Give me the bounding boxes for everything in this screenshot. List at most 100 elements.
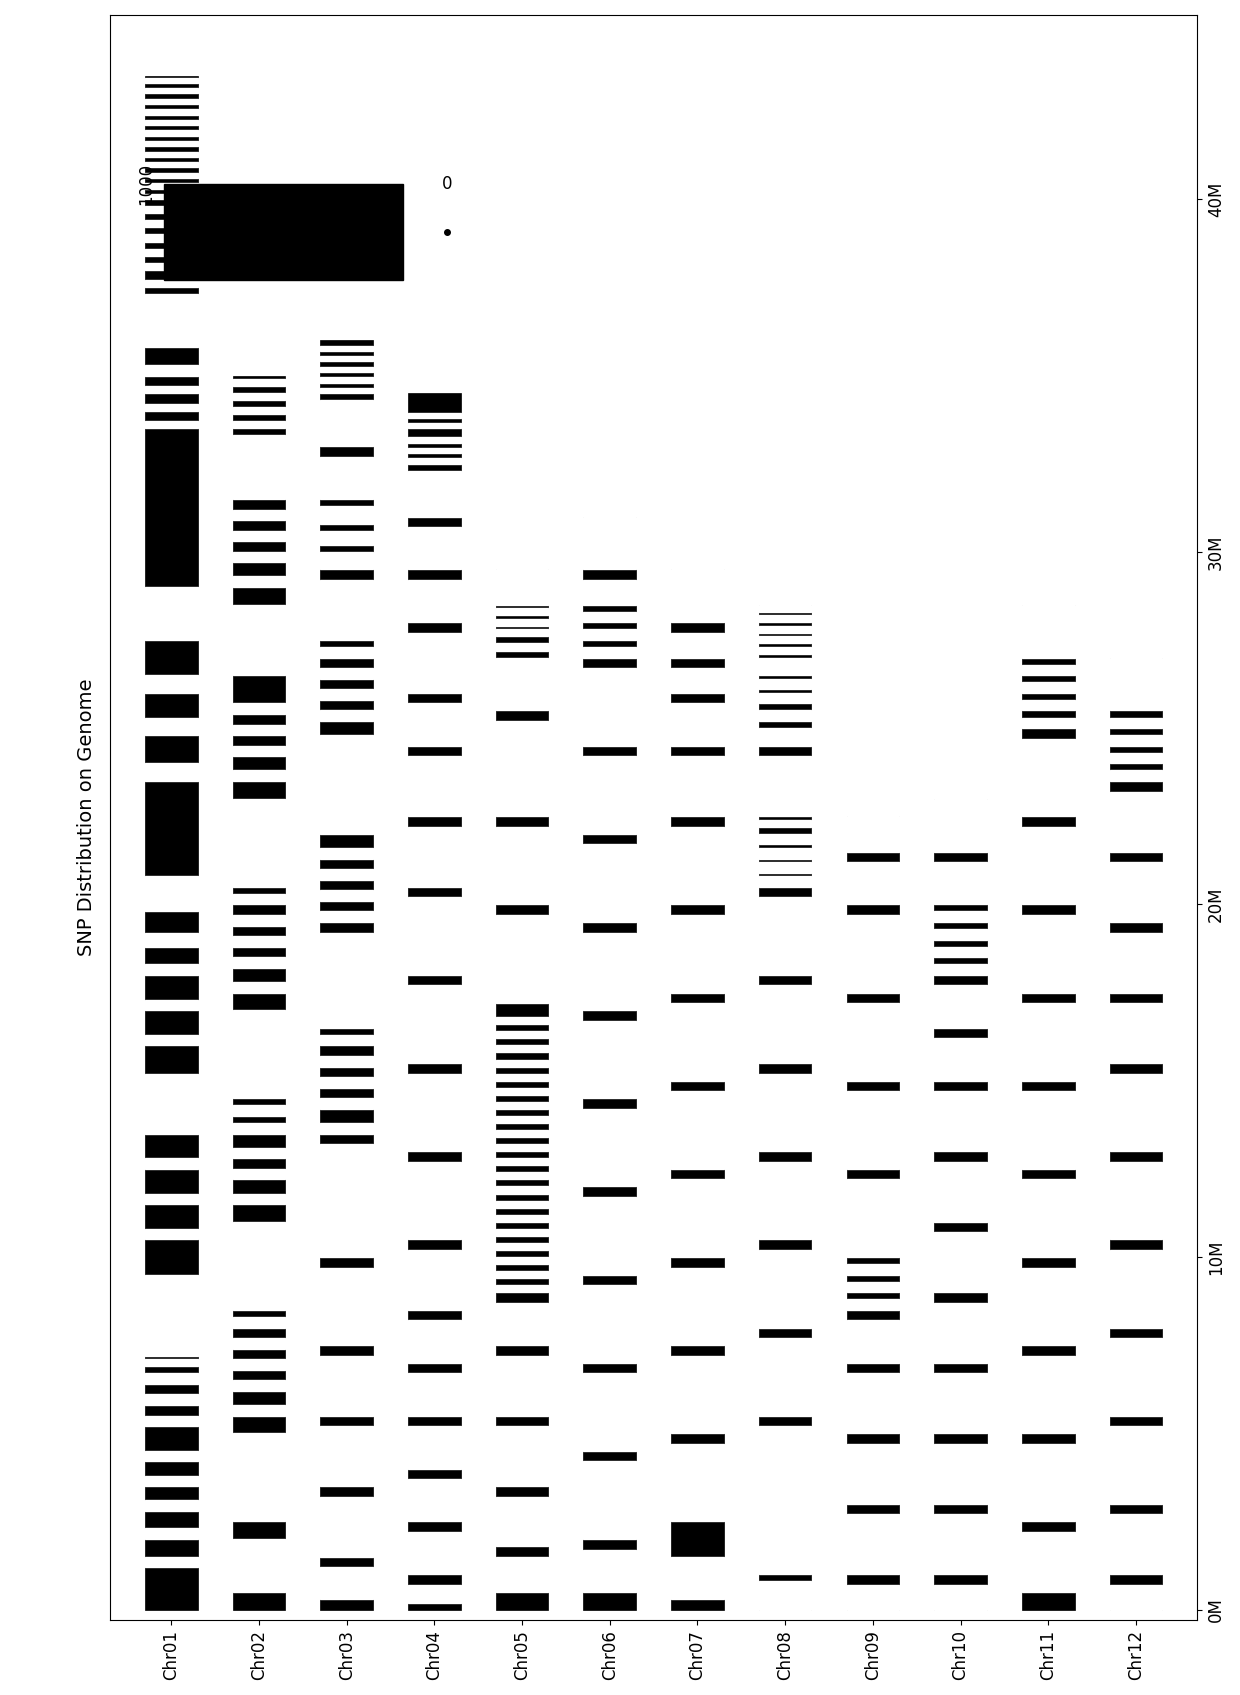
Bar [847,1320,899,1363]
Bar [671,827,724,905]
Bar [320,1568,373,1598]
Bar [934,863,987,905]
Bar [1110,1161,1162,1239]
Bar [759,678,811,690]
Bar [408,580,460,622]
Bar [496,658,548,710]
Bar [1022,1092,1075,1170]
Bar [320,366,373,371]
Bar [145,964,197,975]
Bar [671,1180,724,1258]
Bar [496,1356,548,1415]
Bar [1110,717,1162,729]
Bar [671,1268,724,1346]
Bar [759,1161,811,1239]
Bar [759,615,811,622]
Bar [1022,717,1075,729]
Bar [145,675,197,693]
Bar [496,570,548,605]
Bar [233,915,285,925]
Bar [584,517,636,1610]
Bar [145,1529,197,1539]
Bar [233,553,285,563]
Bar [584,1461,636,1539]
Bar [408,1532,460,1575]
Bar [847,863,899,905]
Bar [671,1356,724,1434]
Bar [847,1281,899,1292]
Bar [408,393,460,1610]
Bar [496,570,548,1610]
Bar [496,1556,548,1592]
Bar [145,1036,197,1046]
Bar [233,746,285,756]
Bar [759,625,811,632]
Bar [233,1359,285,1370]
Bar [320,1076,373,1088]
Bar [233,893,285,905]
Bar [671,1003,724,1081]
Bar [584,612,636,622]
Bar [847,1092,899,1170]
Bar [320,346,373,351]
Bar [145,220,197,227]
Bar [584,517,636,570]
Bar [671,915,724,993]
Bar [671,570,724,622]
Bar [584,1373,636,1451]
Bar [320,1356,373,1415]
Bar [759,605,811,1610]
Bar [1110,932,1162,993]
Bar [145,1451,197,1461]
Bar [320,1268,373,1346]
Bar [671,756,724,817]
Bar [1110,1585,1162,1610]
Bar [759,820,811,827]
Bar [1110,792,1162,851]
Bar [233,510,285,520]
Bar [145,403,197,410]
Bar [847,1444,899,1503]
Bar [496,720,548,817]
Bar [233,393,285,400]
Bar [320,1124,373,1134]
Bar [496,1242,548,1249]
Bar [233,1222,285,1310]
Bar [496,1144,548,1151]
Bar [584,629,636,641]
Bar [408,1373,460,1415]
Bar [1022,915,1075,993]
Bar [145,141,197,146]
Bar [320,848,373,859]
Bar [320,1497,373,1556]
Bar [408,703,460,746]
Bar [847,1264,899,1275]
Bar [233,936,285,948]
Bar [233,981,285,993]
Bar [1022,1444,1075,1522]
Bar [145,1556,197,1568]
Bar [1022,1003,1075,1081]
Bar [934,912,987,922]
Bar [320,400,373,446]
Bar [145,173,197,178]
Bar [496,619,548,625]
Bar [145,98,197,103]
Bar [233,407,285,414]
Bar [1110,658,1162,710]
Bar [408,985,460,1063]
Bar [1022,1356,1075,1434]
Bar [233,1405,285,1415]
Bar [496,827,548,905]
Bar [759,848,811,859]
Bar [934,1585,987,1610]
Bar [847,1585,899,1610]
Bar [496,1200,548,1207]
Bar [408,1480,460,1522]
Bar [847,817,899,851]
Bar [584,647,636,658]
Bar [320,870,373,880]
Bar [145,1476,197,1487]
Bar [408,1320,460,1363]
Bar [759,1249,811,1327]
